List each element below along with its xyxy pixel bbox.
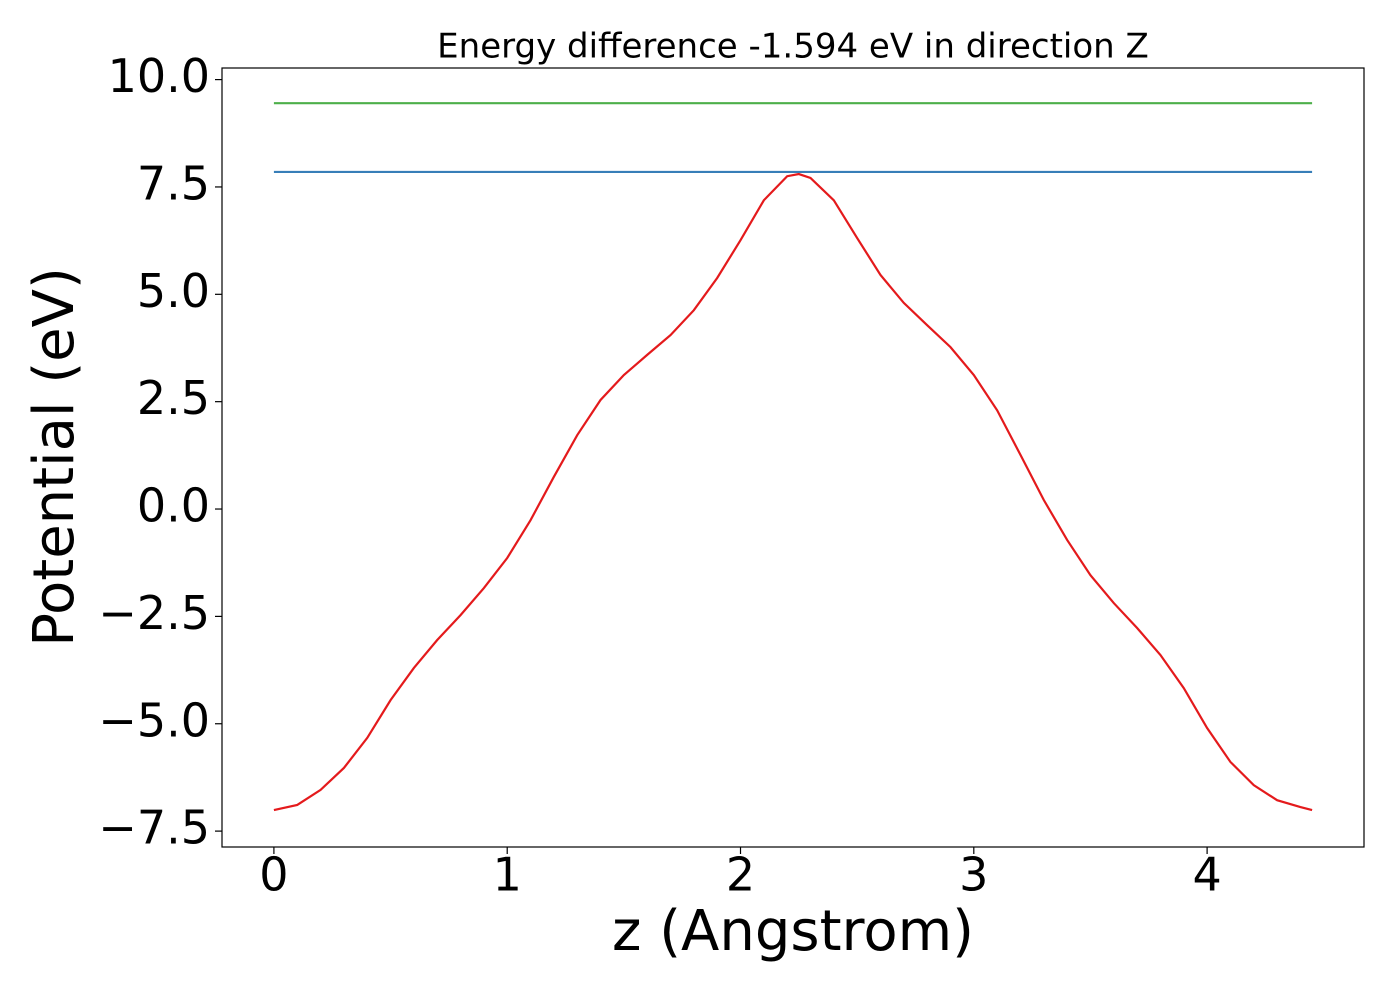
x-tick-label: 3 (959, 848, 988, 902)
y-axis-label: Potential (eV) (22, 267, 87, 647)
x-tick-label: 0 (259, 848, 288, 902)
x-tick-label: 2 (726, 848, 755, 902)
y-tick-label: 2.5 (137, 371, 210, 425)
x-tick-label: 1 (493, 848, 522, 902)
x-tick-label: 4 (1192, 848, 1221, 902)
x-axis-label: z (Angstrom) (612, 899, 974, 964)
y-tick-label: 0.0 (137, 479, 210, 533)
data-line (273, 172, 1313, 812)
y-tick-label: −5.0 (98, 693, 210, 747)
y-tick-label: 7.5 (137, 156, 210, 210)
plot-frame (221, 67, 1365, 848)
y-tick-label: −7.5 (98, 801, 210, 855)
y-tick-label: 5.0 (137, 264, 210, 318)
y-tick-label: 10.0 (108, 49, 210, 103)
y-tick-label: −2.5 (98, 586, 210, 640)
chart-title: Energy difference -1.594 eV in direction… (437, 27, 1149, 67)
